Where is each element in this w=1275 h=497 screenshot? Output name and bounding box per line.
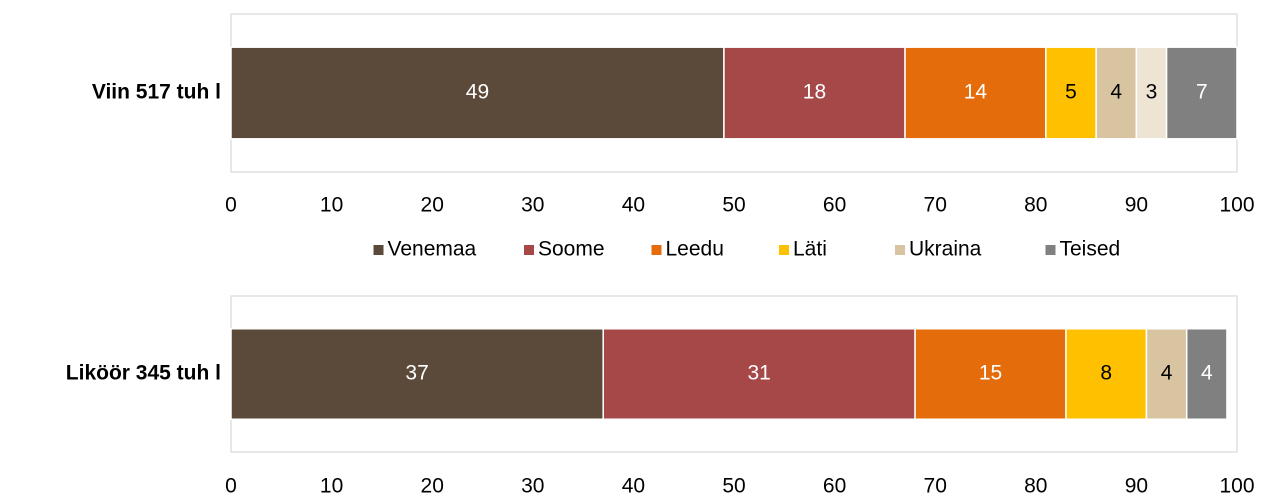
data-label: 49 (466, 81, 489, 104)
data-label: 15 (979, 362, 1002, 385)
data-label: 31 (747, 362, 770, 385)
x-tick-label: 50 (722, 475, 745, 497)
x-tick-label: 90 (1125, 475, 1148, 497)
bar-segment (1165, 46, 1238, 140)
data-label: 8 (1100, 362, 1112, 385)
legend-swatch (895, 245, 905, 255)
legend-label: Teised (1060, 238, 1121, 261)
x-tick-label: 10 (320, 475, 343, 497)
data-label: 4 (1110, 81, 1122, 104)
bar-segment (1045, 46, 1097, 140)
x-tick-label: 100 (1219, 194, 1254, 217)
data-label: 4 (1201, 362, 1213, 385)
x-tick-label: 70 (924, 194, 947, 217)
x-tick-label: 60 (823, 194, 846, 217)
x-tick-label: 60 (823, 475, 846, 497)
legend-swatch (373, 245, 384, 255)
legend-swatch (651, 245, 662, 255)
x-tick-label: 0 (225, 475, 237, 497)
x-tick-label: 50 (722, 194, 745, 217)
data-label: 4 (1161, 362, 1173, 385)
legend-label: Soome (538, 238, 605, 261)
bar-segment (1135, 46, 1168, 140)
bar-segment (1145, 328, 1188, 420)
legend-swatch (779, 245, 789, 255)
legend-label: Leedu (666, 238, 724, 261)
bar-segment (1095, 46, 1138, 140)
x-tick-label: 30 (521, 194, 544, 217)
bar-segment (1185, 328, 1228, 420)
x-tick-label: 40 (622, 475, 645, 497)
data-label: 3 (1146, 81, 1158, 104)
bar-segment (723, 46, 906, 140)
bar-segment (230, 46, 725, 140)
data-label: 14 (964, 81, 988, 104)
legend-label: Ukraina (909, 238, 982, 261)
bar-segment (602, 328, 916, 420)
x-tick-label: 10 (320, 194, 343, 217)
x-tick-label: 90 (1125, 194, 1148, 217)
legend-label: Läti (793, 238, 827, 261)
data-label: 5 (1065, 81, 1077, 104)
data-label: 37 (405, 362, 428, 385)
x-tick-label: 70 (924, 475, 947, 497)
legend-swatch (524, 245, 534, 255)
x-tick-label: 100 (1219, 475, 1254, 497)
x-tick-label: 40 (622, 194, 645, 217)
data-label: 7 (1196, 81, 1208, 104)
category-label: Liköör 345 tuh l (66, 362, 221, 385)
x-tick-label: 20 (421, 475, 444, 497)
category-label: Viin 517 tuh l (92, 81, 221, 104)
x-tick-label: 30 (521, 475, 544, 497)
x-tick-label: 20 (421, 194, 444, 217)
legend-label: Venemaa (388, 238, 477, 261)
x-tick-label: 80 (1024, 475, 1047, 497)
x-tick-label: 80 (1024, 194, 1047, 217)
legend-swatch (1045, 245, 1056, 255)
data-label: 18 (803, 81, 826, 104)
bar-segment (914, 328, 1067, 420)
x-tick-label: 0 (225, 194, 237, 217)
